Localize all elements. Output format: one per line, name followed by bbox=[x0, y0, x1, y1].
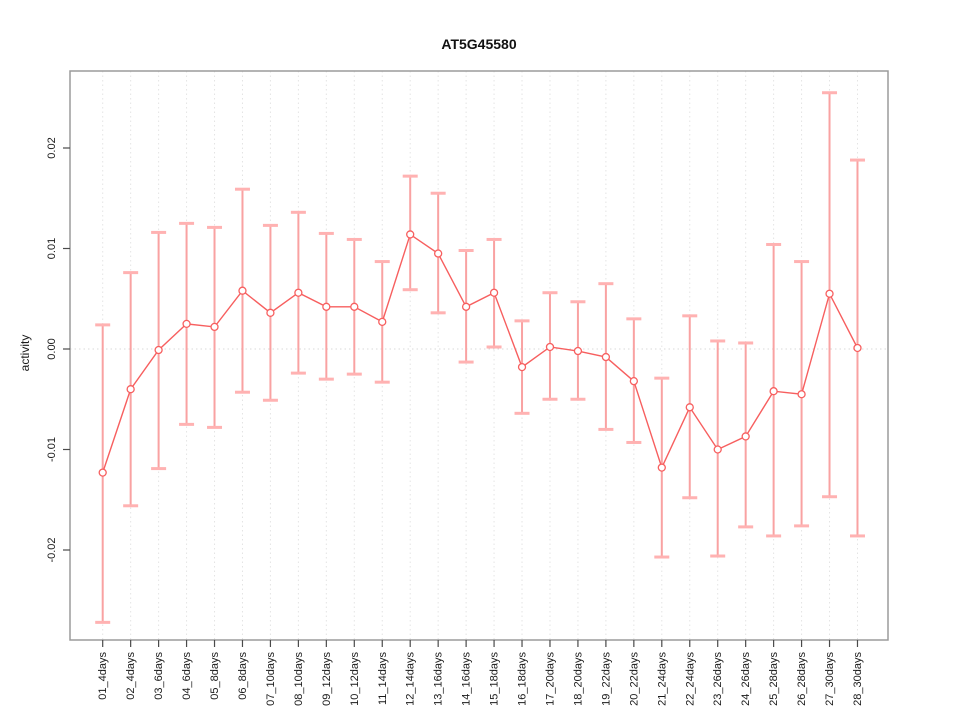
plot-border bbox=[69, 70, 889, 641]
data-point bbox=[741, 432, 750, 441]
data-point bbox=[657, 463, 666, 472]
y-tick-label: -0.02 bbox=[46, 537, 58, 562]
data-point bbox=[797, 390, 806, 399]
data-point bbox=[545, 342, 555, 352]
x-tick-label: 07_10days bbox=[265, 652, 277, 706]
x-tick-label: 06_8days bbox=[237, 652, 249, 700]
data-point bbox=[238, 286, 247, 295]
x-tick-label: 14_16days bbox=[461, 652, 473, 706]
y-tick-label: -0.01 bbox=[46, 437, 58, 462]
x-tick-label: 19_22days bbox=[600, 652, 612, 706]
x-tick-label: 22_24days bbox=[684, 652, 696, 706]
data-line bbox=[102, 233, 859, 473]
data-point bbox=[825, 289, 834, 298]
x-tick-label: 17_20days bbox=[544, 652, 556, 706]
data-point bbox=[517, 362, 527, 372]
x-tick-label: 24_26days bbox=[740, 652, 752, 706]
data-point bbox=[154, 345, 163, 355]
x-tick-label: 21_24days bbox=[656, 652, 668, 706]
data-point bbox=[489, 288, 499, 297]
y-tick-label: 0.01 bbox=[46, 238, 58, 259]
x-tick-label: 18_20days bbox=[572, 652, 584, 706]
data-point bbox=[266, 308, 275, 317]
data-point bbox=[126, 385, 135, 394]
x-tick-label: 05_8days bbox=[209, 652, 221, 700]
x-tick-label: 15_18days bbox=[489, 652, 501, 706]
data-point bbox=[853, 343, 862, 353]
x-tick-label: 09_12days bbox=[321, 652, 333, 706]
data-point bbox=[713, 445, 722, 454]
data-point bbox=[322, 302, 331, 311]
x-tick-label: 26_28days bbox=[796, 652, 808, 706]
data-point bbox=[629, 377, 638, 386]
y-tick-label: 0.00 bbox=[46, 338, 58, 359]
x-tick-label: 27_30days bbox=[824, 652, 836, 706]
chart-title: AT5G45580 bbox=[441, 36, 517, 52]
data-point bbox=[350, 302, 359, 311]
x-tick-label: 16_18days bbox=[517, 652, 529, 706]
x-tick-label: 08_10days bbox=[293, 652, 305, 706]
x-tick-label: 03_6days bbox=[153, 652, 165, 700]
x-tick-label: 28_30days bbox=[852, 652, 864, 706]
data-point bbox=[406, 230, 415, 239]
x-tick-label: 04_6days bbox=[181, 652, 193, 700]
data-point bbox=[769, 387, 778, 396]
data-point bbox=[98, 468, 107, 477]
data-point bbox=[210, 322, 219, 332]
data-point bbox=[461, 302, 471, 311]
data-point bbox=[601, 352, 611, 362]
data-point bbox=[573, 346, 583, 356]
data-point bbox=[294, 288, 303, 297]
data-point bbox=[378, 317, 387, 327]
x-tick-label: 25_28days bbox=[768, 652, 780, 706]
x-tick-label: 23_26days bbox=[712, 652, 724, 706]
x-tick-label: 12_14days bbox=[405, 652, 417, 706]
x-tick-label: 02_4days bbox=[125, 652, 137, 700]
data-point bbox=[434, 249, 443, 258]
x-tick-label: 11_14days bbox=[377, 652, 389, 706]
x-tick-label: 01_4days bbox=[97, 652, 109, 700]
data-point bbox=[685, 403, 694, 412]
x-tick-label: 13_16days bbox=[433, 652, 445, 706]
x-tick-label: 20_22days bbox=[628, 652, 640, 706]
x-tick-label: 10_12days bbox=[349, 652, 361, 706]
data-point bbox=[182, 319, 191, 329]
y-tick-label: 0.02 bbox=[46, 137, 58, 158]
